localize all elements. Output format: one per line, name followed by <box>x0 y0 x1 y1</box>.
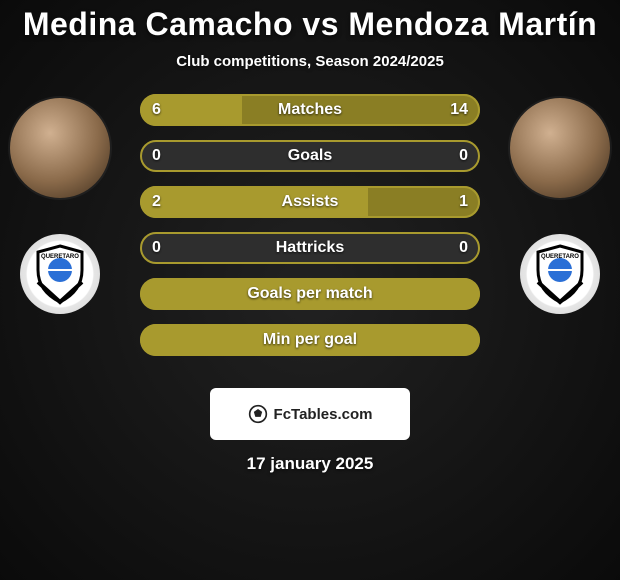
svg-text:QUERETARO: QUERETARO <box>41 254 79 260</box>
shield-icon: QUERETARO <box>528 242 592 306</box>
stat-row: Goals per match <box>140 278 480 310</box>
subtitle: Club competitions, Season 2024/2025 <box>0 53 620 70</box>
stats-area: QUERETARO QUERETARO 614Matches00Goals21A… <box>0 98 620 388</box>
stat-row: 00Goals <box>140 140 480 172</box>
brand-pill: FcTables.com <box>210 388 410 440</box>
brand-text: FcTables.com <box>274 406 373 423</box>
stat-label: Assists <box>140 186 480 218</box>
comparison-card: Medina Camacho vs Mendoza Martín Club co… <box>0 0 620 580</box>
club-badge-left: QUERETARO <box>20 234 100 314</box>
stat-label: Goals per match <box>140 278 480 310</box>
stat-row: Min per goal <box>140 324 480 356</box>
stat-row: 21Assists <box>140 186 480 218</box>
stat-label: Min per goal <box>140 324 480 356</box>
stat-bars: 614Matches 00Goals 21Assists 00Hattricks Goa… <box>140 94 480 370</box>
page-title: Medina Camacho vs Mendoza Martín <box>0 0 620 43</box>
stat-row: 00Hattricks <box>140 232 480 264</box>
soccer-icon <box>248 404 268 424</box>
player-avatar-left <box>10 98 110 198</box>
stat-row: 614Matches <box>140 94 480 126</box>
stat-label: Hattricks <box>140 232 480 264</box>
date-line: 17 january 2025 <box>0 454 620 474</box>
stat-label: Matches <box>140 94 480 126</box>
player-avatar-right <box>510 98 610 198</box>
club-badge-right: QUERETARO <box>520 234 600 314</box>
shield-icon: QUERETARO <box>28 242 92 306</box>
svg-text:QUERETARO: QUERETARO <box>541 254 579 260</box>
stat-label: Goals <box>140 140 480 172</box>
